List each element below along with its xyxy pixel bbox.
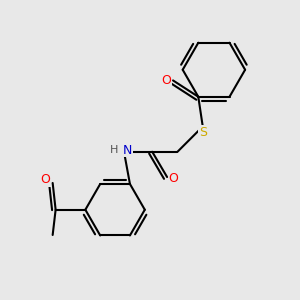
Text: O: O	[162, 74, 171, 87]
Text: O: O	[169, 172, 178, 185]
Text: O: O	[40, 173, 50, 187]
Text: S: S	[199, 126, 207, 139]
Text: N: N	[123, 144, 133, 157]
Text: H: H	[110, 145, 119, 155]
